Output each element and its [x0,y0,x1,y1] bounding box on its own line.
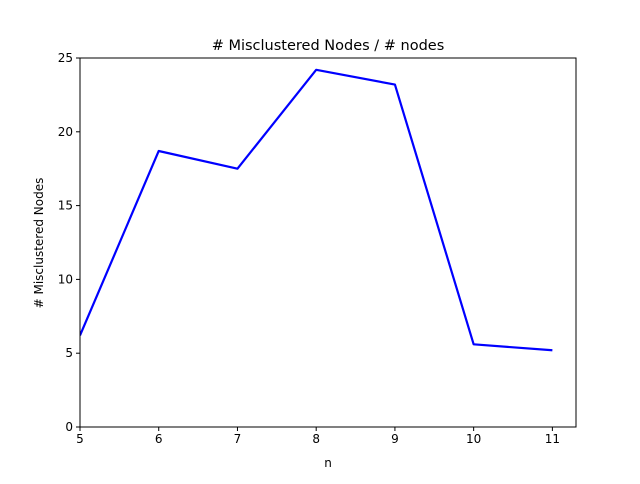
plot-frame [79,57,577,428]
y-tick-label: 10 [58,272,73,286]
series-line-0 [80,68,553,352]
y-tick-label: 5 [65,346,73,360]
y-tick-label: 15 [58,199,73,213]
y-axis-label: # Misclustered Nodes [32,178,46,309]
x-tick-label: 7 [234,432,242,446]
x-tick-label: 5 [76,432,84,446]
x-axis-label: n [324,456,332,470]
x-tick-label: 6 [155,432,163,446]
x-tick-label: 9 [391,432,399,446]
x-tick-label: 8 [312,432,320,446]
chart-title: # Misclustered Nodes / # nodes [212,38,445,54]
y-tick-label: 20 [58,125,73,139]
x-tick-label: 11 [545,432,560,446]
y-tick-label: 25 [58,51,73,65]
y-tick-label: 0 [65,420,73,434]
x-tick-label: 10 [466,432,481,446]
